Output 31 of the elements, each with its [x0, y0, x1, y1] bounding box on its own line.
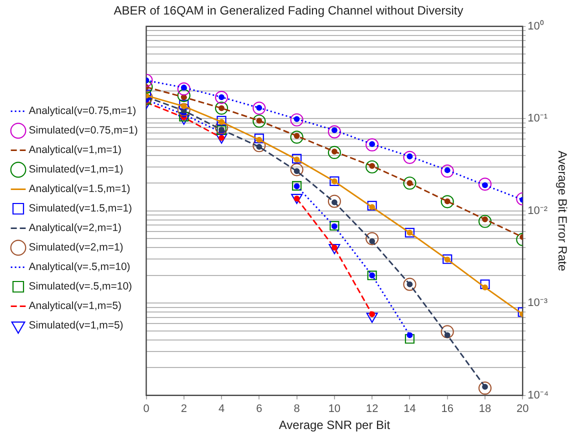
x-tick-label: 10	[328, 403, 341, 416]
y-tick-label: 10⁻¹	[528, 112, 548, 125]
x-tick-label: 2	[180, 403, 187, 416]
legend-label: Analytical(v=0.75,m=1)	[28, 105, 136, 118]
legend-label: Simulated(v=1.5,m=1)	[28, 202, 132, 215]
y-tick-label: 10⁻²	[528, 204, 548, 217]
legend-label: Simulated(v=2,m=1)	[28, 242, 124, 254]
x-tick-label: 16	[441, 403, 454, 416]
legend-label: Analytical(v=.5,m=10)	[28, 261, 130, 274]
x-tick-label: 18	[478, 403, 492, 416]
x-tick-label: 4	[218, 403, 225, 416]
legend-label: Analytical(v=1,m=1)	[28, 144, 122, 156]
x-axis-title: Average SNR per Bit	[278, 418, 391, 432]
y-tick-label: 10⁻⁴	[528, 389, 549, 402]
x-tick-label: 6	[256, 403, 262, 416]
legend-label: Simulated(v=1,m=1)	[28, 164, 124, 176]
y-tick-label: 10⁰	[528, 19, 544, 32]
legend-label: Analytical(v=1,m=5)	[28, 300, 122, 312]
x-tick-label: 12	[366, 403, 378, 416]
legend-label: Simulated(v=1,m=5)	[28, 320, 124, 332]
x-tick-label: 20	[516, 403, 529, 416]
chart-title: ABER of 16QAM in Generalized Fading Channel without Diversity	[114, 4, 464, 18]
legend-label: Analytical(v=2,m=1)	[28, 222, 122, 234]
x-tick-label: 14	[404, 403, 416, 416]
y-axis-title: Average Bit Error Rate	[555, 150, 570, 272]
x-tick-label: 0	[143, 403, 150, 416]
legend-label: Simulated(v=0.75,m=1)	[28, 124, 138, 137]
legend-label: Simulated(v=.5,m=10)	[28, 280, 132, 293]
legend-label: Analytical(v=1.5,m=1)	[28, 183, 130, 196]
x-tick-label: 8	[294, 403, 300, 416]
y-tick-label: 10⁻³	[528, 297, 548, 310]
